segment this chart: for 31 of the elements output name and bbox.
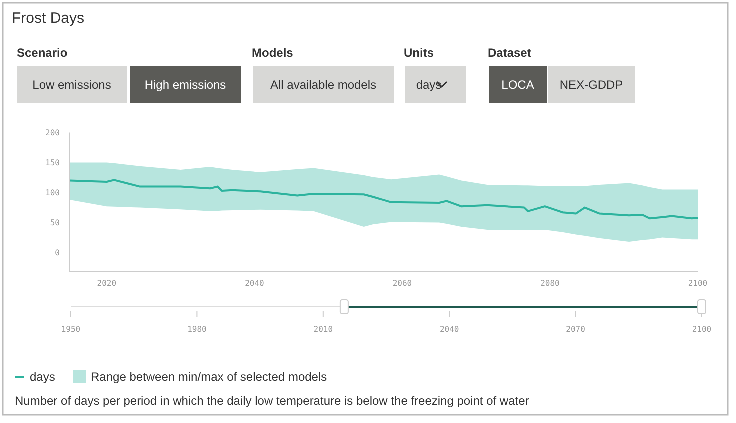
x2-tick-label: 2070 xyxy=(566,325,586,334)
y-tick-label: 0 xyxy=(55,248,60,258)
y-tick-label: 200 xyxy=(46,128,60,138)
text: High emissions xyxy=(144,78,226,92)
x2-tick-label: 2040 xyxy=(440,325,460,334)
text: Low emissions xyxy=(32,78,112,92)
text: Range between min/max of selected models xyxy=(91,370,328,384)
x-tick-label: 2100 xyxy=(688,279,708,288)
text: LOCA xyxy=(502,78,534,92)
legend-label: days xyxy=(30,370,56,384)
text: All available models xyxy=(270,78,377,92)
line-series xyxy=(69,179,699,220)
chart-title: Frost Days xyxy=(12,10,85,27)
text: Models xyxy=(252,46,294,60)
x-tick-label: 2080 xyxy=(540,279,560,288)
x2-tick-label: 1980 xyxy=(188,325,208,334)
y-tick-label: 50 xyxy=(50,218,60,228)
text: Number of days per period in which the daily low temperature is below the freezing point of water xyxy=(15,394,530,408)
text: Scenario xyxy=(17,46,68,60)
y-tick-label: 150 xyxy=(46,158,60,168)
text: Units xyxy=(404,46,434,60)
x-tick-label: 2020 xyxy=(97,279,117,288)
x-tick-label: 2060 xyxy=(392,279,412,288)
x2-tick-label: 1950 xyxy=(61,325,81,334)
text: Dataset xyxy=(488,46,532,60)
x2-tick-label: 2010 xyxy=(314,325,334,334)
text: days xyxy=(416,78,442,92)
x2-tick-label: 2100 xyxy=(692,325,712,334)
y-tick-label: 100 xyxy=(46,188,60,198)
x-tick-label: 2040 xyxy=(245,279,265,288)
text: NEX-GDDP xyxy=(560,78,624,92)
